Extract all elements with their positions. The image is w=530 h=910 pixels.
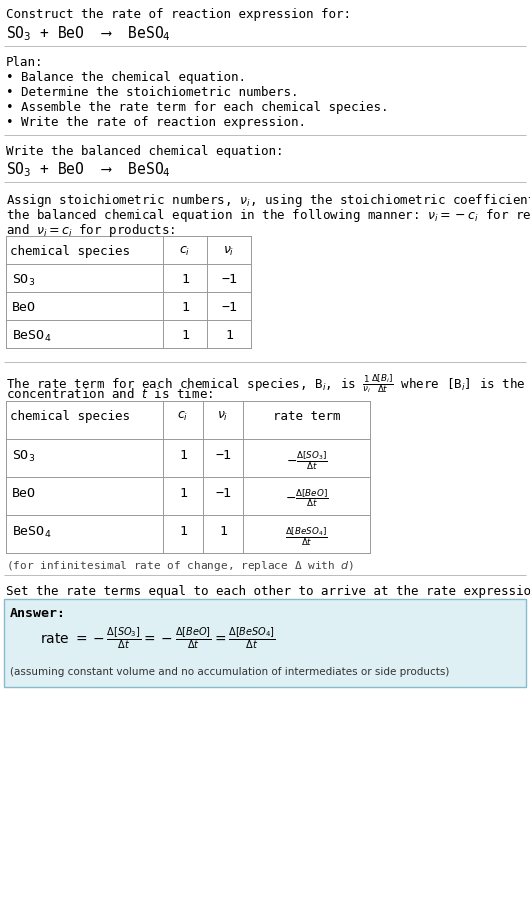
Text: Construct the rate of reaction expression for:: Construct the rate of reaction expressio… — [6, 8, 351, 21]
Text: Assign stoichiometric numbers, $\nu_i$, using the stoichiometric coefficients, $: Assign stoichiometric numbers, $\nu_i$, … — [6, 192, 530, 209]
Text: 1: 1 — [219, 525, 227, 538]
Text: • Write the rate of reaction expression.: • Write the rate of reaction expression. — [6, 116, 306, 129]
Text: −1: −1 — [221, 301, 237, 314]
Text: • Determine the stoichiometric numbers.: • Determine the stoichiometric numbers. — [6, 86, 298, 99]
Text: BeO: BeO — [12, 487, 36, 500]
Text: 1: 1 — [181, 329, 189, 342]
Text: 1: 1 — [181, 273, 189, 286]
Text: concentration and $t$ is time:: concentration and $t$ is time: — [6, 387, 213, 401]
Text: $\nu_i$: $\nu_i$ — [217, 410, 228, 423]
Text: (for infinitesimal rate of change, replace Δ with $d$): (for infinitesimal rate of change, repla… — [6, 559, 355, 573]
Text: and $\nu_i = c_i$ for products:: and $\nu_i = c_i$ for products: — [6, 222, 175, 239]
Text: −1: −1 — [221, 273, 237, 286]
Text: −1: −1 — [215, 449, 231, 462]
Text: $-\frac{\Delta[SO_3]}{\Delta t}$: $-\frac{\Delta[SO_3]}{\Delta t}$ — [286, 449, 328, 471]
Text: Set the rate terms equal to each other to arrive at the rate expression:: Set the rate terms equal to each other t… — [6, 585, 530, 598]
Text: chemical species: chemical species — [10, 245, 130, 258]
Text: chemical species: chemical species — [10, 410, 130, 423]
Text: rate term: rate term — [273, 410, 340, 423]
Text: SO$_3$: SO$_3$ — [12, 449, 35, 464]
Text: $\frac{\Delta[BeSO_4]}{\Delta t}$: $\frac{\Delta[BeSO_4]}{\Delta t}$ — [285, 525, 328, 548]
Text: $c_i$: $c_i$ — [178, 410, 189, 423]
Text: (assuming constant volume and no accumulation of intermediates or side products): (assuming constant volume and no accumul… — [10, 667, 449, 677]
Text: SO$_3$ + BeO  ⟶  BeSO$_4$: SO$_3$ + BeO ⟶ BeSO$_4$ — [6, 160, 171, 178]
Text: Plan:: Plan: — [6, 56, 43, 69]
Text: 1: 1 — [179, 449, 187, 462]
Text: SO$_3$ + BeO  ⟶  BeSO$_4$: SO$_3$ + BeO ⟶ BeSO$_4$ — [6, 24, 171, 43]
Text: $-\frac{\Delta[BeO]}{\Delta t}$: $-\frac{\Delta[BeO]}{\Delta t}$ — [285, 487, 328, 509]
Text: 1: 1 — [179, 487, 187, 500]
Text: BeO: BeO — [12, 301, 36, 314]
Text: the balanced chemical equation in the following manner: $\nu_i = -c_i$ for react: the balanced chemical equation in the fo… — [6, 207, 530, 224]
Text: $c_i$: $c_i$ — [179, 245, 191, 258]
Text: The rate term for each chemical species, B$_i$, is $\frac{1}{\nu_i}\frac{\Delta[: The rate term for each chemical species,… — [6, 372, 530, 395]
Text: SO$_3$: SO$_3$ — [12, 273, 35, 288]
Text: 1: 1 — [181, 301, 189, 314]
Text: BeSO$_4$: BeSO$_4$ — [12, 525, 51, 541]
Text: BeSO$_4$: BeSO$_4$ — [12, 329, 51, 344]
Text: −1: −1 — [215, 487, 231, 500]
Text: Write the balanced chemical equation:: Write the balanced chemical equation: — [6, 145, 284, 158]
Text: $\nu_i$: $\nu_i$ — [223, 245, 235, 258]
Text: • Balance the chemical equation.: • Balance the chemical equation. — [6, 71, 246, 84]
Text: • Assemble the rate term for each chemical species.: • Assemble the rate term for each chemic… — [6, 101, 388, 114]
Text: 1: 1 — [179, 525, 187, 538]
Text: 1: 1 — [225, 329, 233, 342]
Text: rate $= -\frac{\Delta[SO_3]}{\Delta t} = -\frac{\Delta[BeO]}{\Delta t} = \frac{\: rate $= -\frac{\Delta[SO_3]}{\Delta t} =… — [40, 625, 276, 651]
FancyBboxPatch shape — [4, 599, 526, 687]
Text: Answer:: Answer: — [10, 607, 66, 620]
